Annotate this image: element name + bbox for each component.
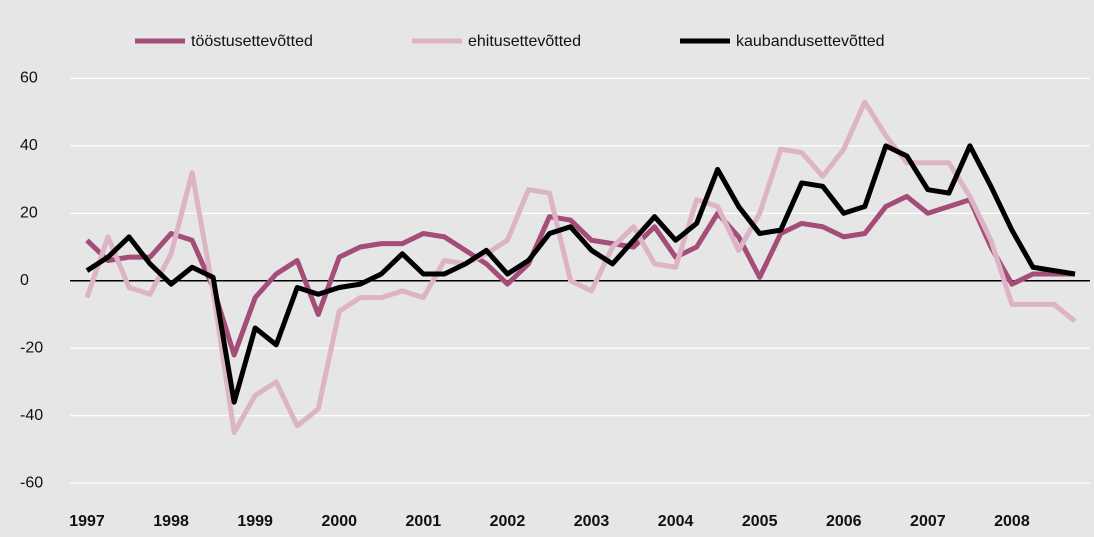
line [85, 193, 1075, 358]
x-tick-label: 2001 [406, 513, 442, 530]
x-tick-label: 2005 [742, 513, 778, 530]
y-tick-label: 20 [20, 205, 38, 222]
y-tick-label: -20 [20, 339, 43, 356]
line [84, 99, 1077, 436]
x-tick-label: 1999 [237, 513, 273, 530]
x-tick-label: 2007 [910, 513, 946, 530]
x-tick-label: 1998 [153, 513, 189, 530]
x-tick-label: 2003 [574, 513, 610, 530]
x-tick-label: 2008 [994, 513, 1030, 530]
x-tick-label: 2006 [826, 513, 862, 530]
x-tick-label: 2004 [658, 513, 694, 530]
legend-label: tööstusettevõtted [191, 33, 313, 50]
y-tick-label: -60 [20, 474, 43, 491]
x-tick-label: 1997 [69, 513, 105, 530]
line [85, 143, 1076, 405]
legend-label: ehitusettevõtted [468, 33, 581, 50]
x-tick-label: 2000 [321, 513, 357, 530]
legend-label: kaubandusettevõtted [736, 33, 885, 50]
y-tick-label: 60 [20, 70, 38, 87]
x-tick-label: 2002 [490, 513, 526, 530]
y-tick-label: 0 [20, 272, 29, 289]
y-tick-label: 40 [20, 137, 38, 154]
y-tick-label: -40 [20, 407, 43, 424]
